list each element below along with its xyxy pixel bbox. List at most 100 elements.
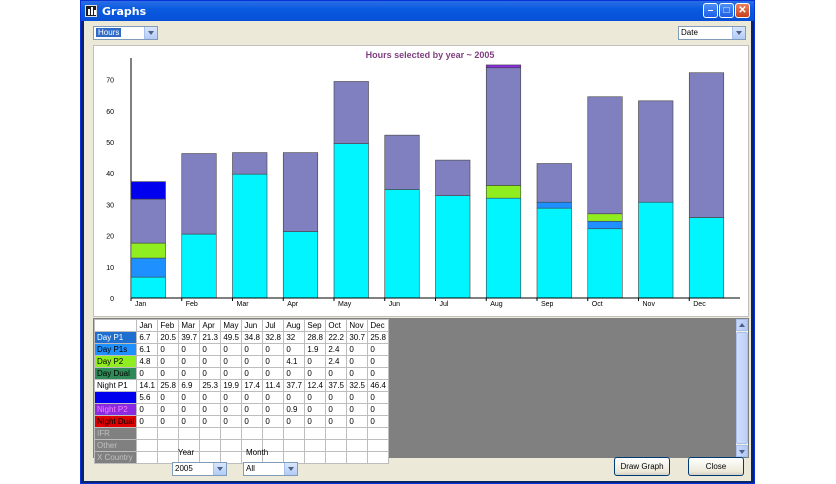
table-cell[interactable]: 25.8 [157,379,180,392]
table-cell[interactable]: 0 [262,403,285,416]
table-cell[interactable] [220,439,243,452]
table-row[interactable]: IFR [93,427,390,440]
chevron-down-icon[interactable] [732,27,745,39]
chevron-down-icon[interactable] [284,463,297,475]
table-cell[interactable]: 4.1 [283,355,306,368]
table-cell[interactable] [199,427,222,440]
table-cell[interactable]: 39.7 [178,331,201,344]
table-cell[interactable]: 0 [304,367,327,380]
table-row[interactable]: Night P2 0 0 0 0 0 0 0 0.9 0 0 0 0 [93,403,390,416]
table-cell[interactable] [283,427,306,440]
table-cell[interactable]: 0 [199,367,222,380]
table-cell[interactable]: 0 [325,367,348,380]
metric-select[interactable]: Hours [93,26,158,40]
table-cell[interactable]: 37.7 [283,379,306,392]
table-cell[interactable]: 0 [304,355,327,368]
table-cell[interactable]: 0 [241,403,264,416]
table-cell[interactable] [304,439,327,452]
table-cell[interactable] [199,439,222,452]
table-cell[interactable]: 0 [220,415,243,428]
table-cell[interactable]: 0 [220,403,243,416]
table-cell[interactable]: 2.4 [325,355,348,368]
minimize-icon[interactable]: – [703,3,718,18]
scroll-thumb[interactable] [736,332,748,444]
table-cell[interactable] [367,439,390,452]
table-cell[interactable]: 0 [157,391,180,404]
table-cell[interactable]: 0 [136,367,159,380]
table-cell[interactable]: 0 [304,391,327,404]
table-cell[interactable]: 0 [346,403,369,416]
table-cell[interactable]: 22.2 [325,331,348,344]
table-cell[interactable]: 32.5 [346,379,369,392]
table-cell[interactable]: 0 [346,367,369,380]
table-cell[interactable] [178,427,201,440]
table-cell[interactable]: 0 [367,403,390,416]
table-cell[interactable] [136,427,159,440]
table-cell[interactable]: 0 [178,415,201,428]
table-cell[interactable]: 0 [325,391,348,404]
table-cell[interactable]: 20.5 [157,331,180,344]
table-cell[interactable]: 0 [262,355,285,368]
table-cell[interactable]: 19.9 [220,379,243,392]
table-cell[interactable]: 0 [325,415,348,428]
table-cell[interactable]: 21.3 [199,331,222,344]
table-cell[interactable]: 32.8 [262,331,285,344]
table-cell[interactable]: 0 [367,391,390,404]
table-cell[interactable]: 0 [262,391,285,404]
table-cell[interactable]: 11.4 [262,379,285,392]
table-cell[interactable]: 0 [367,355,390,368]
table-cell[interactable]: 0 [220,343,243,356]
table-cell[interactable]: 4.8 [136,355,159,368]
table-cell[interactable]: 0 [241,343,264,356]
table-row[interactable]: X Country [93,451,390,464]
table-cell[interactable]: 0 [136,403,159,416]
table-cell[interactable]: 0 [346,355,369,368]
table-cell[interactable]: 5.6 [136,391,159,404]
table-cell[interactable]: 0 [220,367,243,380]
table-cell[interactable]: 0 [199,343,222,356]
table-cell[interactable]: 0 [304,403,327,416]
table-cell[interactable]: 1.9 [304,343,327,356]
table-cell[interactable]: 0 [199,403,222,416]
table-cell[interactable]: 17.4 [241,379,264,392]
table-cell[interactable]: 0 [199,355,222,368]
table-cell[interactable]: 0 [199,415,222,428]
table-cell[interactable]: 0 [283,391,306,404]
table-cell[interactable]: 49.5 [220,331,243,344]
table-row[interactable]: Day Dual 0 0 0 0 0 0 0 0 0 0 0 0 [93,367,390,380]
table-cell[interactable]: 0 [220,355,243,368]
table-cell[interactable]: 0 [241,367,264,380]
table-cell[interactable]: 0 [241,415,264,428]
table-cell[interactable] [325,451,348,464]
table-cell[interactable] [346,451,369,464]
table-cell[interactable]: 14.1 [136,379,159,392]
table-cell[interactable]: 0 [367,415,390,428]
table-cell[interactable]: 0 [325,403,348,416]
table-cell[interactable]: 6.1 [136,343,159,356]
table-cell[interactable]: 0 [241,355,264,368]
table-cell[interactable] [325,427,348,440]
maximize-icon[interactable]: □ [719,3,734,18]
table-cell[interactable]: 25.3 [199,379,222,392]
scroll-down-icon[interactable] [736,445,748,457]
table-cell[interactable]: 0 [283,343,306,356]
table-cell[interactable]: 2.4 [325,343,348,356]
data-grid[interactable]: Jan Feb Mar Apr May Jun Jul Aug Sep Oct Nov Dec Day… [93,318,749,464]
draw-graph-button[interactable]: Draw Graph [614,457,670,476]
table-cell[interactable]: 0 [178,391,201,404]
scroll-up-icon[interactable] [736,319,748,331]
table-cell[interactable] [304,427,327,440]
table-cell[interactable]: 0 [262,343,285,356]
table-cell[interactable]: 32 [283,331,306,344]
table-row[interactable]: Day P1s 6.1 0 0 0 0 0 0 0 1.9 2.4 0 0 [93,343,390,356]
table-cell[interactable]: 0 [220,391,243,404]
table-cell[interactable] [157,439,180,452]
table-row[interactable]: Night Dual 0 0 0 0 0 0 0 0 0 0 0 0 [93,415,390,428]
table-cell[interactable]: 0 [157,355,180,368]
table-cell[interactable]: 12.4 [304,379,327,392]
table-cell[interactable]: 0 [178,343,201,356]
table-row[interactable]: Night P1 14.1 25.8 6.9 25.3 19.9 17.4 11.4 37.7 1… [93,379,390,392]
table-row[interactable]: Other [93,439,390,452]
table-cell[interactable] [241,427,264,440]
table-cell[interactable]: 30.7 [346,331,369,344]
